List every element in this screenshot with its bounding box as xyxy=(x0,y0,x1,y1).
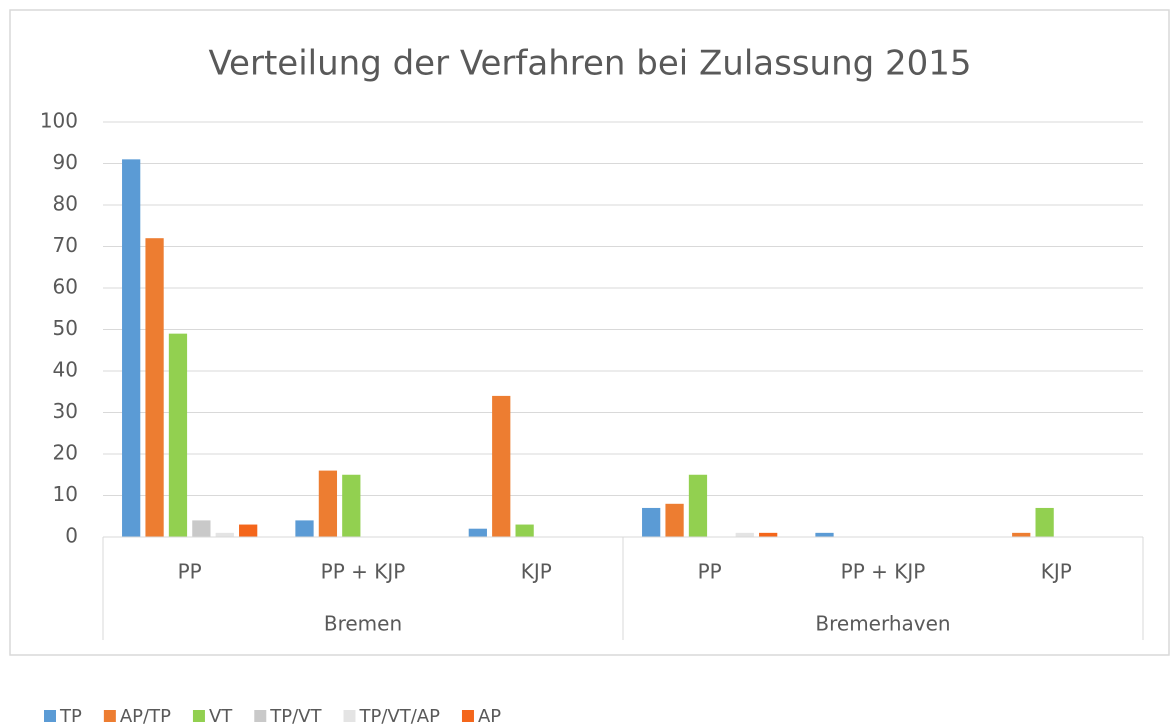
legend-swatch xyxy=(254,710,267,722)
y-tick-label: 30 xyxy=(53,399,78,423)
legend-label: TP/VT xyxy=(269,706,322,724)
legend-label: TP/VT/AP xyxy=(359,706,441,724)
bar xyxy=(215,532,234,537)
bar xyxy=(759,532,778,537)
legend-label: AP xyxy=(478,706,501,724)
bar xyxy=(492,395,511,537)
bar xyxy=(815,532,834,537)
legend-swatch xyxy=(192,710,205,722)
bar xyxy=(145,238,164,537)
x-tick-label: PP + KJP xyxy=(841,560,926,584)
y-tick-label: 90 xyxy=(53,150,78,174)
bar xyxy=(642,507,661,537)
y-tick-label: 80 xyxy=(53,192,78,216)
legend-swatch xyxy=(44,710,56,722)
bar xyxy=(318,470,338,537)
y-tick-label: 0 xyxy=(65,524,78,548)
y-tick-label: 10 xyxy=(53,482,78,506)
x-tick-label: PP xyxy=(178,560,202,584)
legend-label: TP xyxy=(59,706,82,724)
bar xyxy=(688,474,708,537)
bar xyxy=(168,333,188,537)
legend-swatch xyxy=(103,710,116,722)
bar xyxy=(1035,507,1054,537)
x-tick-label: KJP xyxy=(1041,560,1072,584)
bar xyxy=(295,520,314,537)
bar xyxy=(468,528,487,537)
chart-title: Verteilung der Verfahren bei Zulassung 2… xyxy=(208,44,971,84)
y-tick-label: 70 xyxy=(53,233,78,257)
bar xyxy=(192,520,211,537)
legend-swatch xyxy=(343,710,356,722)
bar xyxy=(239,524,258,537)
bar xyxy=(665,503,684,537)
y-tick-label: 40 xyxy=(53,358,78,382)
bar xyxy=(1012,532,1031,537)
bar xyxy=(342,474,361,537)
x-tick-label: PP xyxy=(698,560,722,584)
group-label: Bremerhaven xyxy=(815,612,950,636)
bar xyxy=(735,532,754,537)
x-tick-label: KJP xyxy=(521,560,552,584)
y-tick-label: 20 xyxy=(53,441,78,465)
group-label: Bremen xyxy=(324,612,402,636)
y-tick-label: 100 xyxy=(40,109,78,133)
bar xyxy=(122,159,141,537)
legend-label: VT xyxy=(209,706,233,724)
y-tick-label: 50 xyxy=(53,316,78,340)
chart-frame xyxy=(9,9,1170,656)
bar xyxy=(515,524,534,537)
y-tick-label: 60 xyxy=(53,275,78,299)
legend-label: AP/TP xyxy=(120,706,171,724)
x-tick-label: PP + KJP xyxy=(321,560,406,584)
legend-swatch xyxy=(461,710,474,722)
